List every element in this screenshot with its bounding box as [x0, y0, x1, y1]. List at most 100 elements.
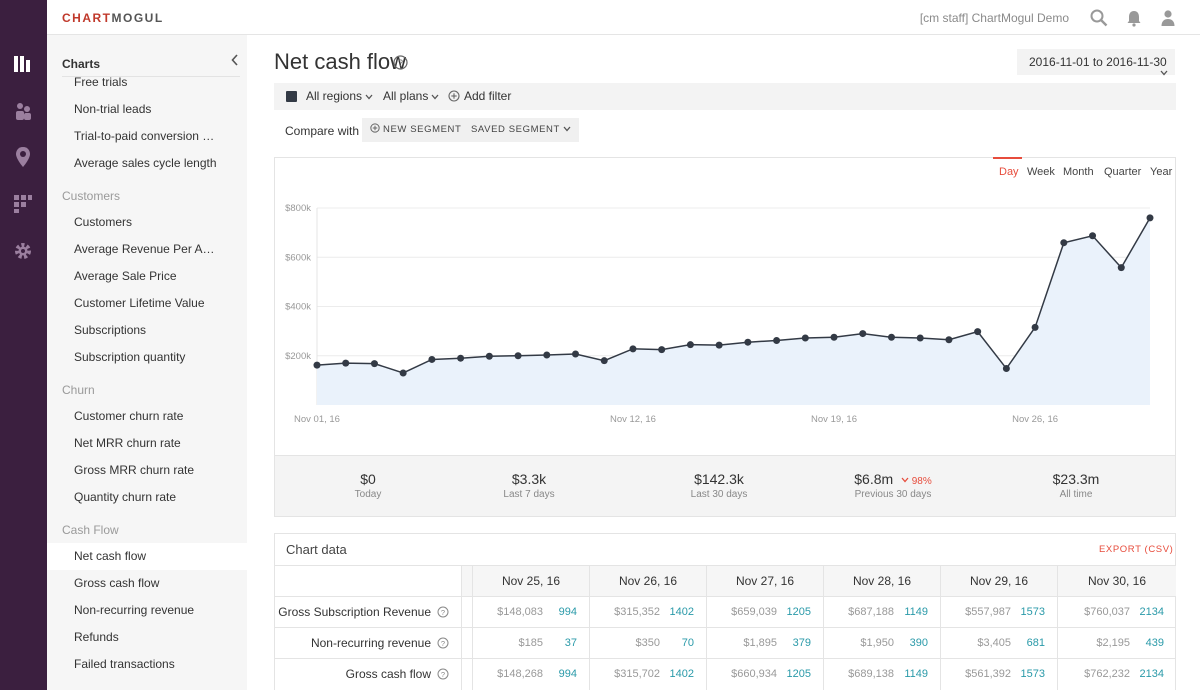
data-point	[485, 352, 493, 360]
table-cell: $2,195 439	[1057, 628, 1176, 659]
date-range-value: 2016-11-01 to 2016-11-30	[1029, 55, 1167, 69]
sidebar-item-customer-churn[interactable]: Customer churn rate	[74, 409, 184, 423]
date-range-picker[interactable]: 2016-11-01 to 2016-11-30	[1017, 49, 1175, 76]
cell-count[interactable]: 390	[909, 637, 928, 649]
active-period-indicator	[993, 157, 1022, 159]
arrow-down-icon	[901, 477, 909, 483]
sidebar-item-gross-cash-flow[interactable]: Gross cash flow	[74, 576, 160, 590]
help-question-icon[interactable]: ?	[437, 606, 449, 618]
sidebar-divider	[62, 76, 240, 77]
sidebar-item-trial-to-paid[interactable]: Trial-to-paid conversion rate	[74, 129, 223, 143]
table-row: Non-recurring revenue? $185 37 $350 70 $1,895…	[274, 627, 1176, 659]
sidebar-item-non-trial-leads[interactable]: Non-trial leads	[74, 102, 152, 116]
saved-segment-dropdown[interactable]: SAVED SEGMENT	[463, 118, 579, 142]
settings-gear-icon[interactable]	[11, 239, 35, 263]
data-point	[887, 333, 895, 341]
sidebar-item-customers[interactable]: Customers	[74, 215, 133, 229]
new-segment-button[interactable]: NEW SEGMENT	[362, 118, 470, 142]
cell-amount: $561,392	[965, 668, 1011, 680]
table-cell: $557,987 1573	[940, 597, 1057, 628]
period-tab-week[interactable]: Week	[1027, 166, 1055, 178]
cell-amount: $315,352	[614, 606, 660, 618]
sidebar-item-free-trials[interactable]: Free trials	[74, 75, 128, 89]
search-icon[interactable]	[1090, 9, 1108, 27]
cell-count[interactable]: 1205	[786, 606, 811, 618]
sidebar-item-non-recurring-revenue[interactable]: Non-recurring revenue	[74, 603, 195, 617]
help-question-icon[interactable]: ?	[437, 637, 449, 649]
cell-count[interactable]: 1402	[669, 668, 694, 680]
cell-count[interactable]: 1205	[786, 668, 811, 680]
cell-count[interactable]: 379	[792, 637, 811, 649]
cell-count[interactable]: 1573	[1020, 606, 1045, 618]
y-tick-label: $800k	[285, 203, 311, 214]
chartmogul-logo[interactable]: CHARTMOGUL	[62, 11, 164, 25]
cell-count[interactable]: 2134	[1139, 606, 1164, 618]
cell-count[interactable]: 681	[1026, 637, 1045, 649]
notifications-bell-icon[interactable]	[1125, 9, 1143, 27]
stat-label: Today	[354, 489, 382, 500]
map-pin-icon[interactable]	[11, 145, 35, 169]
customers-icon[interactable]	[11, 99, 35, 123]
table-cell: $185 37	[472, 628, 589, 659]
plans-dropdown[interactable]: All plans	[383, 89, 439, 103]
sidebar-section-churn: Churn	[62, 383, 95, 397]
stat-value-row: $6.8m 98%	[813, 471, 973, 487]
column-header: Nov 27, 16	[706, 566, 823, 597]
period-tab-year[interactable]: Year	[1150, 166, 1173, 178]
chart-data-title: Chart data	[286, 542, 347, 557]
sidebar-item-quantity-churn[interactable]: Quantity churn rate	[74, 490, 177, 504]
svg-text:?: ?	[398, 58, 403, 68]
account-name[interactable]: [cm staff] ChartMogul Demo	[919, 11, 1069, 25]
cell-amount: $760,037	[1084, 606, 1130, 618]
period-tab-day[interactable]: Day	[999, 166, 1019, 178]
add-filter-button[interactable]: Add filter	[448, 89, 511, 103]
sidebar-item-gross-mrr-churn[interactable]: Gross MRR churn rate	[74, 463, 195, 477]
cell-count[interactable]: 1149	[904, 606, 928, 618]
cell-count[interactable]: 2134	[1139, 668, 1164, 680]
cell-count[interactable]: 994	[558, 668, 577, 680]
help-question-icon[interactable]: ?	[437, 668, 449, 680]
integrations-icon[interactable]	[11, 192, 35, 216]
area-fill	[317, 217, 1150, 405]
period-tab-month[interactable]: Month	[1063, 166, 1094, 178]
dashboard-icon[interactable]	[11, 52, 35, 76]
sidebar-item-sales-cycle[interactable]: Average sales cycle length	[74, 156, 217, 170]
export-csv-link[interactable]: EXPORT (CSV)	[1099, 544, 1174, 555]
column-header: Nov 25, 16	[472, 566, 589, 597]
sidebar-item-ltv[interactable]: Customer Lifetime Value	[74, 296, 205, 310]
sidebar-item-arpa[interactable]: Average Revenue Per Account	[74, 242, 238, 256]
data-point	[1031, 323, 1039, 331]
help-question-icon[interactable]: ?	[393, 55, 408, 70]
table-header-row: Nov 25, 16 Nov 26, 16 Nov 27, 16 Nov 28, 16…	[274, 565, 1176, 597]
region-checkbox[interactable]	[286, 91, 297, 102]
stat-all-time: $23.3m All time	[996, 471, 1156, 500]
column-header: Nov 26, 16	[589, 566, 706, 597]
table-cell: $148,083 994	[472, 597, 589, 628]
cell-count[interactable]: 1573	[1020, 668, 1045, 680]
cell-count[interactable]: 994	[558, 606, 577, 618]
sidebar-item-asp[interactable]: Average Sale Price	[74, 269, 177, 283]
data-point	[1089, 232, 1097, 240]
cell-count[interactable]: 37	[564, 637, 577, 649]
cell-count[interactable]: 439	[1145, 637, 1164, 649]
cell-count[interactable]: 70	[681, 637, 694, 649]
user-profile-icon[interactable]	[1159, 9, 1177, 27]
page-title: Net cash flow	[274, 49, 407, 74]
table-row: Gross cash flow? $148,268 994 $315,702 1402 $…	[274, 658, 1176, 690]
data-point	[457, 354, 465, 362]
table-cell: $315,702 1402	[589, 659, 706, 690]
regions-dropdown[interactable]: All regions	[306, 89, 373, 103]
collapse-sidebar-chevron-icon[interactable]	[231, 53, 241, 66]
data-point	[744, 338, 752, 346]
period-tab-quarter[interactable]: Quarter	[1104, 166, 1142, 178]
row-spacer	[461, 659, 472, 690]
sidebar-item-net-mrr-churn[interactable]: Net MRR churn rate	[74, 436, 181, 450]
cell-count[interactable]: 1402	[669, 606, 694, 618]
cell-count[interactable]: 1149	[904, 668, 928, 680]
sidebar-item-failed-transactions[interactable]: Failed transactions	[74, 657, 175, 671]
sidebar-item-subscriptions[interactable]: Subscriptions	[74, 323, 147, 337]
sidebar-item-subscription-quantity[interactable]: Subscription quantity	[74, 350, 186, 364]
sidebar-item-refunds[interactable]: Refunds	[74, 630, 119, 644]
data-point	[974, 328, 982, 336]
sidebar-item-net-cash-flow[interactable]: Net cash flow	[47, 543, 247, 570]
